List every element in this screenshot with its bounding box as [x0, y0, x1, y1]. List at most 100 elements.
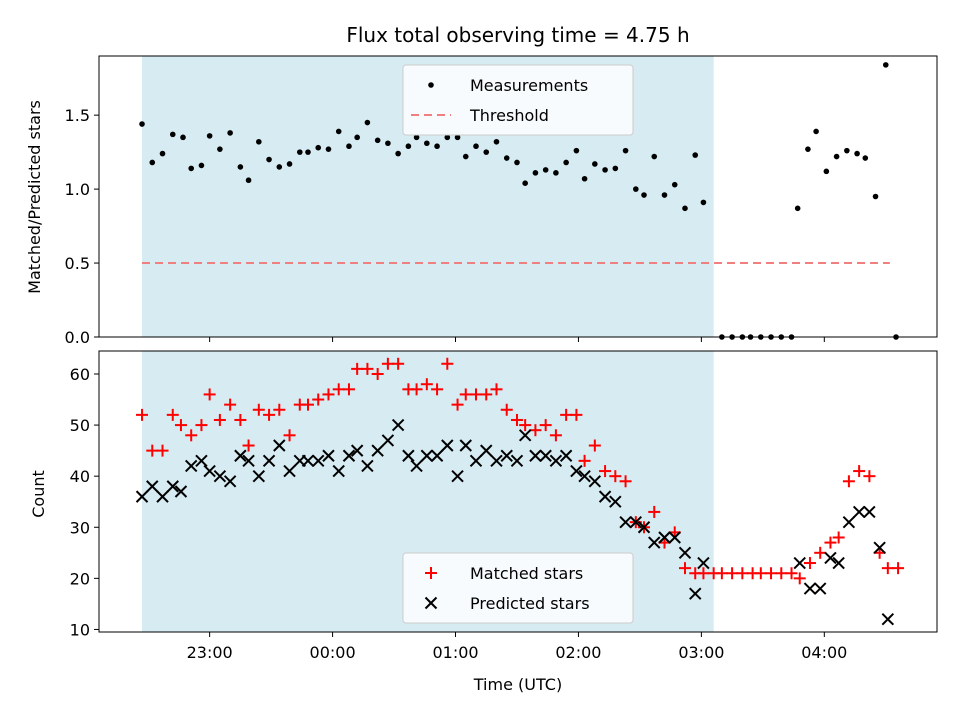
predicted-star-point [678, 546, 692, 560]
measurement-point [651, 153, 658, 160]
measurement-point [227, 130, 233, 136]
measurement-point [833, 153, 840, 160]
measurement-point [325, 146, 332, 152]
predicted-star-point [213, 469, 227, 483]
measurement-point [315, 144, 322, 151]
matched-star-point [529, 424, 542, 437]
predicted-star-point [588, 475, 602, 488]
predicted-star-point [312, 454, 325, 468]
predicted-star-point [301, 454, 315, 468]
predicted-star-point [135, 490, 149, 503]
predicted-star-point [361, 459, 374, 473]
predicted-star-point [803, 582, 817, 595]
count-panel: 10 20 30 40 50 60 23:00 00:00 01:00 02:00 03:00 04:… [70, 350, 938, 662]
measurement-point [532, 170, 539, 176]
measurement-point [159, 150, 166, 157]
matched-star-point [146, 444, 159, 457]
predicted-star-point [381, 434, 395, 447]
predicted-star-point [529, 449, 542, 462]
measurement-point [862, 155, 869, 161]
matched-star-point [322, 388, 335, 401]
measurement-point [346, 143, 352, 150]
predicted-star-point [156, 490, 169, 503]
measurement-point [522, 180, 528, 186]
measurement-point [503, 155, 510, 161]
y-tick-label: 1.0 [65, 180, 90, 199]
matched-star-point [263, 408, 276, 421]
measurement-point [444, 134, 451, 141]
measurement-point [563, 159, 569, 166]
matched-star-point [185, 429, 198, 442]
matched-star-point [451, 398, 464, 411]
matched-star-point [609, 470, 622, 483]
predicted-star-point [469, 454, 483, 468]
predicted-star-point [459, 439, 472, 452]
measurement-point [514, 159, 520, 166]
measurement-point [823, 168, 830, 175]
matched-star-point [832, 531, 845, 544]
matched-star-point [410, 383, 423, 396]
matched-star-point [342, 383, 355, 396]
matched-star-point [283, 429, 296, 442]
measurement-point [374, 137, 381, 144]
predicted-star-point [689, 587, 702, 600]
measurement-point [661, 192, 668, 198]
matched-star-point [500, 403, 513, 416]
chart-title: Flux total observing time = 4.75 h [346, 23, 689, 47]
legend-box [402, 552, 634, 624]
measurement-point [286, 161, 293, 167]
legend-label: Threshold [469, 106, 549, 125]
predicted-star-point [195, 454, 208, 468]
matched-star-point [156, 444, 169, 457]
measurement-point [385, 140, 391, 147]
matched-star-point [301, 398, 314, 411]
predicted-star-point [539, 449, 552, 462]
measurement-point [462, 153, 469, 160]
axes-frame [98, 55, 938, 338]
predicted-star-point [252, 469, 266, 483]
measurement-point [671, 181, 678, 188]
predicted-star-point [391, 418, 405, 432]
matched-star-point [195, 419, 208, 432]
matched-star-point [332, 383, 345, 396]
matched-star-point [490, 383, 503, 396]
matched-star-point [726, 567, 739, 580]
predicted-star-point [658, 531, 671, 544]
measurement-point [641, 192, 647, 198]
predicted-star-point [234, 449, 247, 462]
predicted-star-point [832, 556, 845, 570]
measurement-point [612, 165, 619, 172]
x-tick-label: 00:00 [310, 643, 356, 662]
matched-star-point [519, 419, 532, 432]
axes-frame [98, 350, 938, 633]
matched-star-point [765, 567, 778, 580]
predicted-star-point [842, 515, 856, 529]
measurement-point [413, 134, 420, 141]
measurement-point [854, 150, 860, 157]
measurement-point [266, 156, 272, 163]
predicted-star-point [402, 449, 415, 462]
legend-label: Predicted stars [470, 594, 590, 613]
matched-star-point [371, 367, 384, 380]
y-tick-label: 60 [70, 365, 90, 384]
predicted-star-point [342, 449, 356, 462]
measurement-point [188, 165, 195, 172]
legend-measurement-marker [428, 82, 434, 88]
predicted-star-point [852, 505, 866, 519]
predicted-star-point [283, 464, 296, 478]
matched-star-point [273, 403, 286, 416]
measurement-point [602, 167, 608, 173]
x-axis-label: Time (UTC) [473, 675, 562, 694]
y-tick-label: 1.5 [65, 106, 90, 125]
ratio-panel: 0.0 0.5 1.0 1.5 Measurements Threshold [65, 55, 938, 347]
matched-star-point [853, 465, 866, 478]
matched-star-point [361, 362, 374, 375]
measurement-point [424, 140, 430, 147]
matched-star-point [697, 567, 710, 580]
measurement-point [335, 128, 342, 135]
measurement-point [493, 138, 500, 145]
measurement-point [700, 199, 707, 206]
y-tick-label: 50 [70, 416, 90, 435]
x-tick-label: 04:00 [801, 643, 847, 662]
matched-star-point [578, 454, 591, 467]
